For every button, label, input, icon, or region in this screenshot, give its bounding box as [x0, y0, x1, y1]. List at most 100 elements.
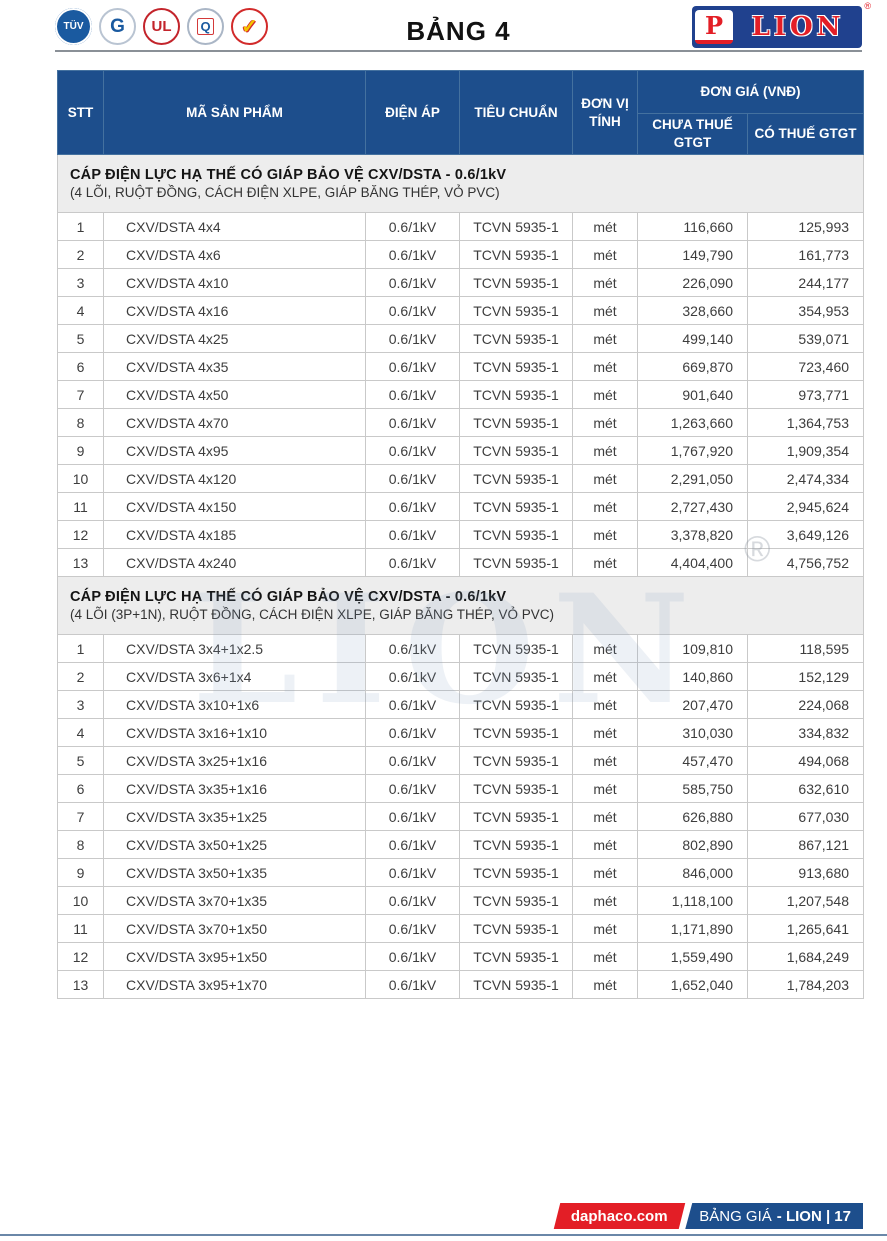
cell-product-code: CXV/DSTA 4x240	[103, 548, 366, 577]
cell-stt: 13	[57, 970, 104, 999]
cell-stt: 5	[57, 746, 104, 775]
cell-stt: 1	[57, 212, 104, 241]
cell-voltage: 0.6/1kV	[365, 886, 460, 915]
lion-brand-name: LION	[751, 12, 845, 42]
quacert-cert-label: Q	[197, 18, 214, 35]
cell-standard: TCVN 5935-1	[459, 408, 573, 437]
cell-product-code: CXV/DSTA 3x50+1x25	[103, 830, 366, 859]
cell-product-code: CXV/DSTA 3x35+1x25	[103, 802, 366, 831]
page-header: TÜV G UL Q ✓ BẢNG 4 P LION ®	[55, 1, 871, 50]
cell-price-ex-vat: 1,118,100	[637, 886, 748, 915]
cell-stt: 8	[57, 830, 104, 859]
cell-unit: mét	[572, 634, 638, 663]
cell-voltage: 0.6/1kV	[365, 380, 460, 409]
cell-price-inc-vat: 4,756,752	[746, 548, 865, 577]
table-row: 11 CXV/DSTA 3x70+1x50 0.6/1kV TCVN 5935-1 mé…	[57, 914, 865, 943]
bottom-divider	[0, 1234, 887, 1236]
cell-unit: mét	[572, 718, 638, 747]
table-row: 10 CXV/DSTA 4x120 0.6/1kV TCVN 5935-1 mét 2,2…	[57, 464, 865, 493]
cell-unit: mét	[572, 408, 638, 437]
cell-voltage: 0.6/1kV	[365, 970, 460, 999]
cell-standard: TCVN 5935-1	[459, 970, 573, 999]
table-row: 3 CXV/DSTA 4x10 0.6/1kV TCVN 5935-1 mét 226,0…	[57, 268, 865, 297]
cell-stt: 6	[57, 352, 104, 381]
cell-unit: mét	[572, 858, 638, 887]
cell-standard: TCVN 5935-1	[459, 520, 573, 549]
cell-standard: TCVN 5935-1	[459, 914, 573, 943]
column-header-unit: ĐƠN VỊ TÍNH	[572, 70, 638, 155]
cell-stt: 2	[57, 662, 104, 691]
cell-price-ex-vat: 207,470	[637, 690, 748, 719]
cell-price-inc-vat: 118,595	[746, 634, 865, 663]
cell-price-ex-vat: 109,810	[637, 634, 748, 663]
cell-price-inc-vat: 1,909,354	[746, 436, 865, 465]
cell-voltage: 0.6/1kV	[365, 352, 460, 381]
table-row: 11 CXV/DSTA 4x150 0.6/1kV TCVN 5935-1 mét 2,7…	[57, 492, 865, 521]
table-row: 2 CXV/DSTA 4x6 0.6/1kV TCVN 5935-1 mét 149,79…	[57, 240, 865, 269]
cell-voltage: 0.6/1kV	[365, 520, 460, 549]
cell-price-ex-vat: 226,090	[637, 268, 748, 297]
page-footer: daphaco.com BẢNG GIÁ - LION | 17	[553, 1203, 863, 1229]
cell-unit: mét	[572, 212, 638, 241]
cell-price-ex-vat: 3,378,820	[637, 520, 748, 549]
cell-unit: mét	[572, 886, 638, 915]
cell-stt: 4	[57, 296, 104, 325]
cell-voltage: 0.6/1kV	[365, 634, 460, 663]
column-header-standard: TIÊU CHUẨN	[459, 70, 573, 155]
cell-price-ex-vat: 2,727,430	[637, 492, 748, 521]
certification-logos: TÜV G UL Q ✓	[55, 8, 268, 45]
column-header-price-inc-vat: CÓ THUẾ GTGT	[746, 113, 865, 155]
cell-unit: mét	[572, 324, 638, 353]
price-table-header: STT MÃ SẢN PHẨM ĐIỆN ÁP TIÊU CHUẨN ĐƠN V…	[57, 70, 865, 155]
cell-standard: TCVN 5935-1	[459, 634, 573, 663]
cell-standard: TCVN 5935-1	[459, 830, 573, 859]
cell-unit: mét	[572, 830, 638, 859]
cell-product-code: CXV/DSTA 4x70	[103, 408, 366, 437]
cell-unit: mét	[572, 296, 638, 325]
cell-product-code: CXV/DSTA 3x70+1x35	[103, 886, 366, 915]
cell-price-ex-vat: 1,767,920	[637, 436, 748, 465]
cell-unit: mét	[572, 436, 638, 465]
cell-stt: 7	[57, 802, 104, 831]
page-title: BẢNG 4	[406, 16, 511, 46]
table-row: 4 CXV/DSTA 3x16+1x10 0.6/1kV TCVN 5935-1 mét…	[57, 718, 865, 747]
cell-price-ex-vat: 1,171,890	[637, 914, 748, 943]
column-header-stt: STT	[57, 70, 104, 155]
cell-stt: 7	[57, 380, 104, 409]
cell-product-code: CXV/DSTA 3x6+1x4	[103, 662, 366, 691]
table-row: 6 CXV/DSTA 4x35 0.6/1kV TCVN 5935-1 mét 669,8…	[57, 352, 865, 381]
cell-standard: TCVN 5935-1	[459, 802, 573, 831]
cell-price-inc-vat: 1,684,249	[746, 942, 865, 971]
cell-standard: TCVN 5935-1	[459, 774, 573, 803]
cell-voltage: 0.6/1kV	[365, 240, 460, 269]
cell-stt: 13	[57, 548, 104, 577]
vietnam-quality-check-icon: ✓	[231, 8, 268, 45]
cell-stt: 4	[57, 718, 104, 747]
cell-price-inc-vat: 1,207,548	[746, 886, 865, 915]
cell-price-inc-vat: 125,993	[746, 212, 865, 241]
cell-price-inc-vat: 161,773	[746, 240, 865, 269]
cell-product-code: CXV/DSTA 4x4	[103, 212, 366, 241]
cell-stt: 10	[57, 886, 104, 915]
cell-price-ex-vat: 2,291,050	[637, 464, 748, 493]
table-row: 13 CXV/DSTA 4x240 0.6/1kV TCVN 5935-1 mét 4,4…	[57, 548, 865, 577]
cell-voltage: 0.6/1kV	[365, 690, 460, 719]
cell-unit: mét	[572, 690, 638, 719]
cell-product-code: CXV/DSTA 4x185	[103, 520, 366, 549]
table-row: 12 CXV/DSTA 4x185 0.6/1kV TCVN 5935-1 mét 3,3…	[57, 520, 865, 549]
section-header-cell: CÁP ĐIỆN LỰC HẠ THẾ CÓ GIÁP BẢO VỆ CXV/D…	[56, 576, 865, 635]
cell-unit: mét	[572, 970, 638, 999]
section-subtitle: (4 LÕI, RUỘT ĐỒNG, CÁCH ĐIỆN XLPE, GIÁP …	[70, 185, 500, 200]
cell-unit: mét	[572, 492, 638, 521]
registered-mark: ®	[864, 1, 871, 11]
cell-voltage: 0.6/1kV	[365, 718, 460, 747]
cell-product-code: CXV/DSTA 4x25	[103, 324, 366, 353]
cell-product-code: CXV/DSTA 4x16	[103, 296, 366, 325]
table-row: 7 CXV/DSTA 4x50 0.6/1kV TCVN 5935-1 mét 901,6…	[57, 380, 865, 409]
cell-product-code: CXV/DSTA 4x10	[103, 268, 366, 297]
table-row: 5 CXV/DSTA 3x25+1x16 0.6/1kV TCVN 5935-1 mét…	[57, 746, 865, 775]
cell-voltage: 0.6/1kV	[365, 324, 460, 353]
cell-standard: TCVN 5935-1	[459, 492, 573, 521]
cell-stt: 12	[57, 520, 104, 549]
cell-price-ex-vat: 901,640	[637, 380, 748, 409]
